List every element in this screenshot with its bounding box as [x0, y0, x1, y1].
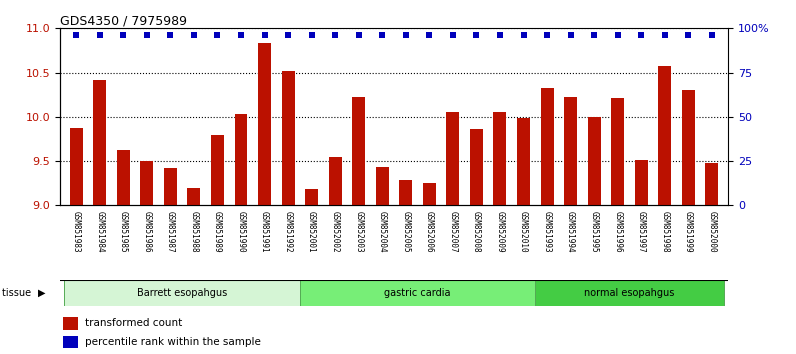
Bar — [376, 167, 388, 205]
Bar — [658, 66, 671, 205]
Point — [470, 32, 483, 38]
Text: GSM851986: GSM851986 — [142, 211, 151, 252]
Text: normal esopahgus: normal esopahgus — [584, 288, 675, 298]
Bar — [211, 136, 224, 205]
Text: GSM851985: GSM851985 — [119, 211, 128, 252]
Text: transformed count: transformed count — [85, 318, 182, 329]
Bar — [258, 44, 271, 205]
Bar — [140, 161, 154, 205]
Text: GSM852004: GSM852004 — [378, 211, 387, 252]
Text: GSM852005: GSM852005 — [401, 211, 410, 252]
Point — [305, 32, 318, 38]
Point — [400, 32, 412, 38]
Bar — [117, 150, 130, 205]
Point — [70, 32, 83, 38]
Text: GSM852009: GSM852009 — [495, 211, 505, 252]
Point — [658, 32, 671, 38]
Bar — [63, 317, 78, 330]
Text: GSM851998: GSM851998 — [660, 211, 669, 252]
Text: GDS4350 / 7975989: GDS4350 / 7975989 — [60, 14, 187, 27]
Point — [140, 32, 153, 38]
Point — [235, 32, 248, 38]
Bar — [682, 90, 695, 205]
Point — [117, 32, 130, 38]
Point — [188, 32, 201, 38]
Text: GSM851991: GSM851991 — [260, 211, 269, 252]
Text: GSM851995: GSM851995 — [590, 211, 599, 252]
Bar — [64, 280, 300, 306]
Text: GSM852007: GSM852007 — [448, 211, 458, 252]
Point — [329, 32, 341, 38]
Text: GSM851999: GSM851999 — [684, 211, 693, 252]
Point — [494, 32, 506, 38]
Bar — [282, 71, 295, 205]
Bar — [93, 80, 106, 205]
Bar — [63, 336, 78, 348]
Point — [564, 32, 577, 38]
Point — [540, 32, 553, 38]
Bar — [705, 163, 718, 205]
Text: GSM852010: GSM852010 — [519, 211, 528, 252]
Bar — [611, 98, 624, 205]
Bar — [400, 180, 412, 205]
Point — [211, 32, 224, 38]
Point — [353, 32, 365, 38]
Text: GSM852001: GSM852001 — [307, 211, 316, 252]
Text: ▶: ▶ — [38, 288, 45, 298]
Text: GSM851997: GSM851997 — [637, 211, 646, 252]
Text: GSM851992: GSM851992 — [283, 211, 293, 252]
Text: Barrett esopahgus: Barrett esopahgus — [137, 288, 227, 298]
Bar — [564, 97, 577, 205]
Text: GSM851984: GSM851984 — [96, 211, 104, 252]
Point — [517, 32, 530, 38]
Text: GSM851983: GSM851983 — [72, 211, 80, 252]
Bar — [235, 114, 248, 205]
Text: GSM852000: GSM852000 — [708, 211, 716, 252]
Point — [164, 32, 177, 38]
Text: GSM851988: GSM851988 — [189, 211, 198, 252]
Bar — [587, 117, 601, 205]
Bar — [352, 97, 365, 205]
Text: GSM852006: GSM852006 — [425, 211, 434, 252]
Point — [611, 32, 624, 38]
Bar — [164, 168, 177, 205]
Bar — [305, 188, 318, 205]
Text: GSM851987: GSM851987 — [166, 211, 175, 252]
Point — [282, 32, 295, 38]
Text: GSM851993: GSM851993 — [543, 211, 552, 252]
Bar — [329, 156, 341, 205]
Text: GSM852008: GSM852008 — [472, 211, 481, 252]
Text: GSM852002: GSM852002 — [330, 211, 340, 252]
Text: GSM851996: GSM851996 — [613, 211, 622, 252]
Text: GSM851989: GSM851989 — [213, 211, 222, 252]
Bar — [517, 118, 530, 205]
Point — [258, 32, 271, 38]
Bar — [187, 188, 201, 205]
Bar — [494, 112, 506, 205]
Point — [635, 32, 648, 38]
Bar — [300, 280, 535, 306]
Point — [447, 32, 459, 38]
Bar — [447, 112, 459, 205]
Bar — [540, 87, 553, 205]
Point — [682, 32, 695, 38]
Bar — [70, 129, 83, 205]
Text: tissue: tissue — [2, 288, 35, 298]
Point — [376, 32, 388, 38]
Bar — [634, 160, 648, 205]
Bar — [470, 129, 483, 205]
Text: GSM852003: GSM852003 — [354, 211, 363, 252]
Text: GSM851990: GSM851990 — [236, 211, 245, 252]
Point — [587, 32, 600, 38]
Point — [93, 32, 106, 38]
Bar — [423, 183, 436, 205]
Text: gastric cardia: gastric cardia — [384, 288, 451, 298]
Point — [423, 32, 435, 38]
Text: GSM851994: GSM851994 — [566, 211, 575, 252]
Point — [705, 32, 718, 38]
Bar — [535, 280, 724, 306]
Text: percentile rank within the sample: percentile rank within the sample — [85, 337, 261, 347]
